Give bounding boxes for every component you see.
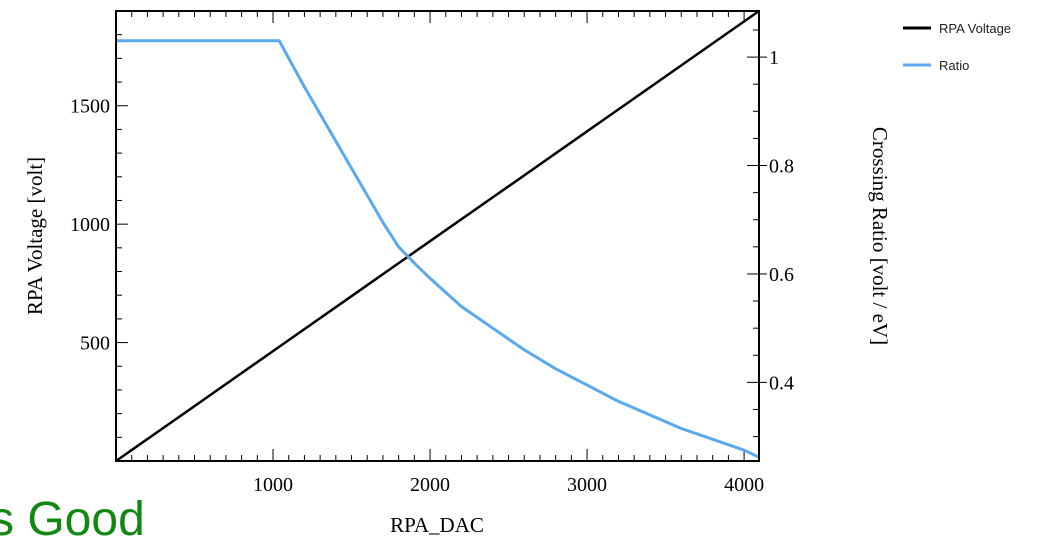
y-tick-label: 500 xyxy=(80,333,110,355)
legend-label-ratio: Ratio xyxy=(939,58,969,73)
legend: RPA Voltage Ratio xyxy=(903,21,1011,73)
series-voltage-line xyxy=(115,9,760,463)
x-axis-title: RPA_DAC xyxy=(390,513,484,537)
y2-axis-title: Crossing Ratio [volt / eV] xyxy=(868,127,892,345)
x-tick-label: 3000 xyxy=(567,474,607,496)
x-tick-label: 1000 xyxy=(253,474,293,496)
y2-tick-label: 0.8 xyxy=(769,156,794,178)
y2-tick-label: 1 xyxy=(769,47,779,69)
series-lines xyxy=(115,9,760,463)
y-axis-title: RPA Voltage [volt] xyxy=(23,157,47,315)
y-tick-label: 1500 xyxy=(70,96,110,118)
plot-frame xyxy=(115,10,760,462)
overlay-caption: ks Good xyxy=(0,493,145,546)
series-ratio-line xyxy=(116,39,760,459)
x-tick-label: 2000 xyxy=(410,474,450,496)
y-tick-label: 1000 xyxy=(70,214,110,236)
tick-labels: 1000 2000 3000 4000 500 1000 1500 0.4 0.6 0.8 1 xyxy=(70,47,794,496)
legend-label-voltage: RPA Voltage xyxy=(939,21,1011,36)
y2-tick-label: 0.6 xyxy=(769,264,794,286)
x-tick-label: 4000 xyxy=(724,474,764,496)
y2-tick-label: 0.4 xyxy=(769,372,794,394)
